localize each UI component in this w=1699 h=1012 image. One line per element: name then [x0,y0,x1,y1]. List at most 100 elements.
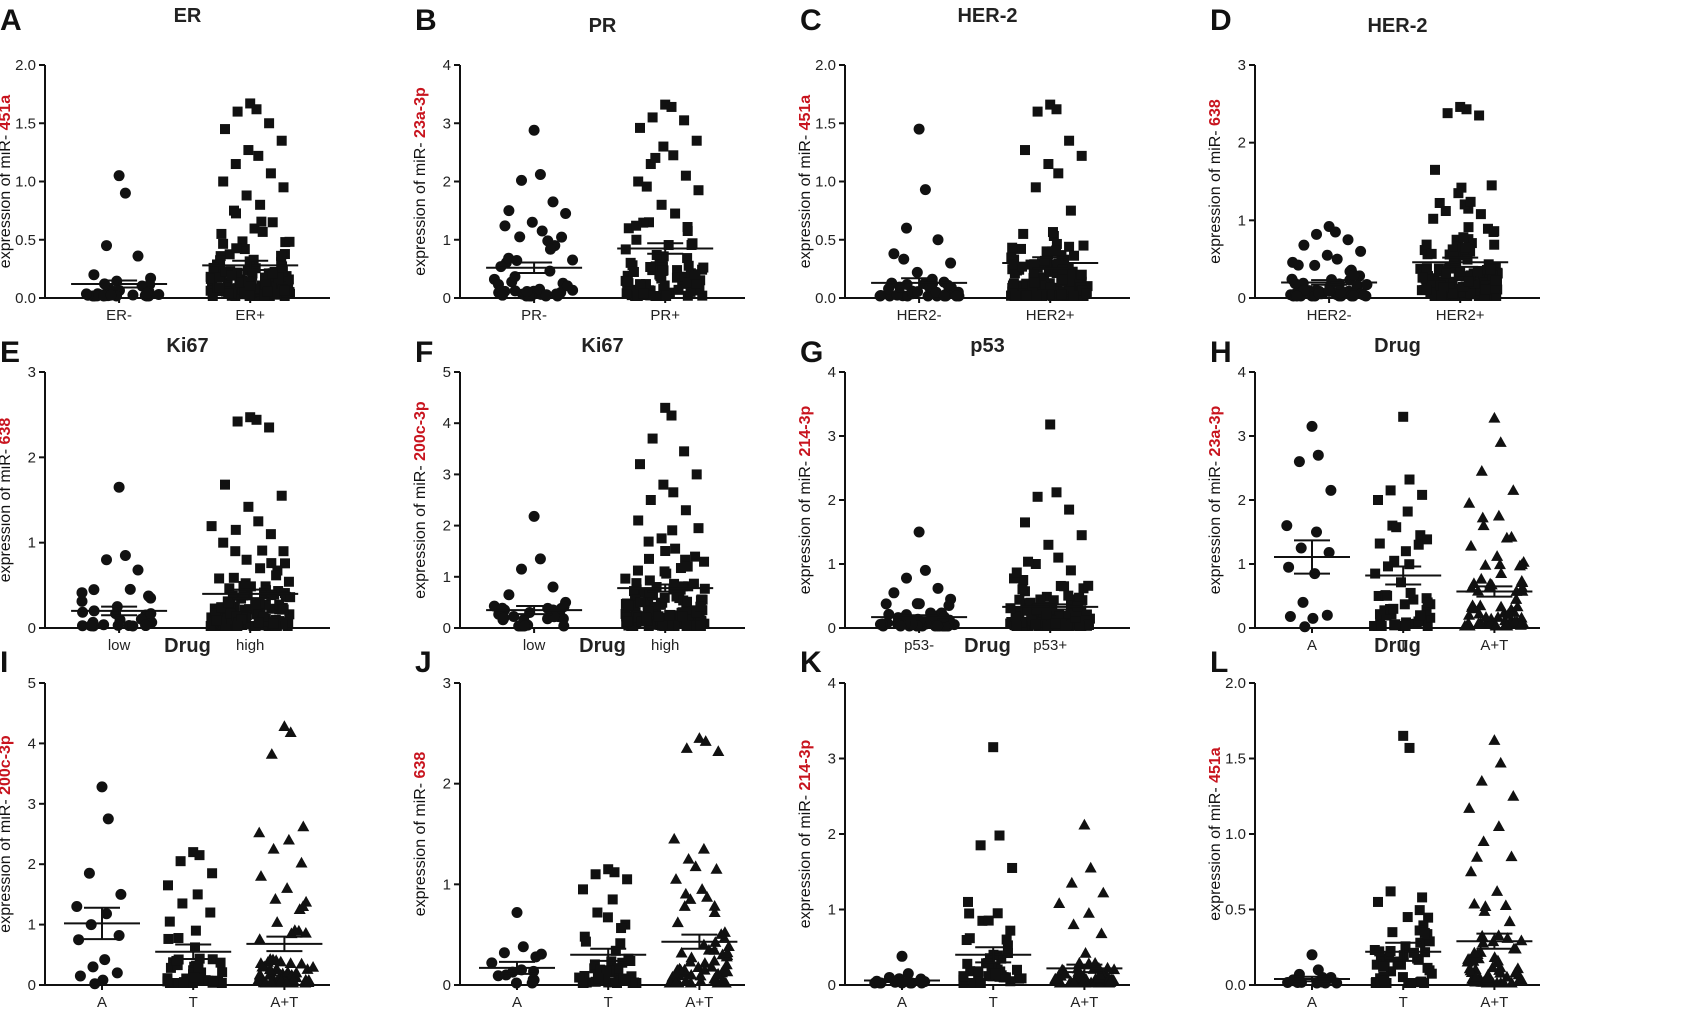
data-point [695,601,706,612]
data-point [1043,159,1054,170]
x-tick-label: high [236,637,264,654]
data-point [534,169,546,181]
data-point [253,969,266,981]
data-point [220,621,231,631]
data-point [919,184,931,196]
data-point [1458,232,1469,243]
data-point [1442,108,1453,119]
data-point [1487,270,1498,281]
group-p53-: p53- [871,526,968,654]
data-point [968,978,979,988]
data-point [285,592,296,603]
data-point [883,283,895,295]
data-point [658,479,669,490]
data-point [681,621,692,631]
data-point [1502,608,1515,619]
data-point [1475,774,1488,786]
data-point [1007,242,1018,253]
data-point [1311,228,1322,240]
data-point [1281,520,1293,532]
data-point [689,860,702,872]
data-point [671,969,684,981]
data-point [1064,276,1075,287]
data-point [683,614,694,625]
data-point [938,290,950,302]
data-point [639,587,650,598]
data-point [295,957,308,969]
data-point [542,235,554,247]
data-point [1313,287,1325,299]
data-point [1059,967,1072,979]
group-PR-: PR- [486,124,583,324]
data-point [164,916,175,927]
y-tick-label: 2 [443,174,451,191]
data-point [238,590,249,601]
data-point [1438,282,1449,293]
x-tick-label: HER2+ [1026,307,1075,324]
data-point [283,576,294,587]
data-point [615,938,626,949]
data-point [1331,977,1343,989]
data-point [1500,619,1513,631]
data-point [1475,285,1486,296]
data-point [609,867,620,878]
data-point [1465,865,1477,877]
data-point [1389,555,1400,566]
data-point [265,748,278,759]
data-point [1476,511,1489,523]
y-tick-label: 4 [828,675,836,692]
data-point [143,590,155,602]
data-point [265,168,276,179]
data-point [1284,610,1296,622]
data-point [119,549,131,561]
data-point [297,900,310,912]
data-point [679,887,692,899]
panel-title: Drug [579,635,626,657]
data-point [87,961,99,973]
data-point [1043,249,1053,260]
data-point [1463,222,1474,233]
data-point [1494,436,1507,447]
data-point [1082,281,1093,292]
data-point [1068,291,1079,301]
data-point [622,276,633,287]
data-point [257,226,268,237]
data-point [1032,106,1043,117]
data-point [874,290,886,302]
data-point [285,927,298,939]
data-point [1293,456,1305,468]
data-point [692,961,705,972]
y-tick-label: 0.5 [1225,902,1246,919]
data-point [647,112,658,123]
data-point [975,978,986,988]
data-point [1426,280,1437,291]
data-point [1414,905,1425,916]
data-point [1418,920,1429,931]
data-point [207,291,218,301]
data-point [550,288,562,300]
data-point [225,608,236,619]
data-point [177,898,188,909]
data-point [112,619,124,631]
data-point [1476,929,1489,941]
data-point [140,619,152,631]
panel-title: p53 [970,335,1004,357]
data-point [1493,558,1506,570]
data-point [1398,730,1409,741]
panel-letter: B [415,4,437,37]
data-point [992,908,1003,919]
y-tick-label: 0 [443,620,451,637]
data-point [1370,568,1381,579]
data-point [1402,506,1413,517]
data-point [1018,575,1029,585]
data-point [232,621,243,631]
data-point [650,291,661,301]
data-point [682,596,693,607]
data-point [1053,552,1064,563]
data-point [1475,209,1486,220]
data-point [302,976,315,987]
data-point [1078,818,1091,830]
data-point [1298,239,1310,251]
y-axis-label: expression of miR- 23a-3p [412,87,429,276]
data-point [101,240,112,252]
